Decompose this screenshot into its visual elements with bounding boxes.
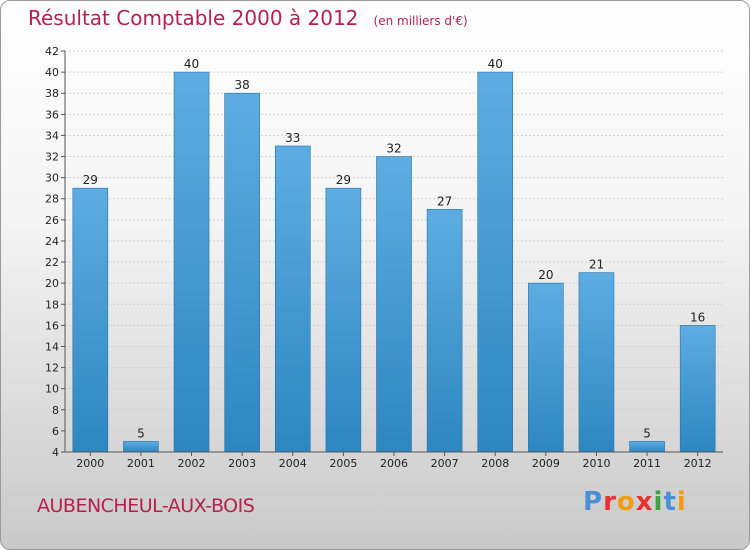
y-tick-label: 18 <box>45 298 59 311</box>
y-tick-label: 42 <box>45 45 59 58</box>
logo-letter: P <box>583 487 604 517</box>
logo-letter: x <box>635 487 654 517</box>
value-label: 29 <box>83 173 98 187</box>
bar-2001 <box>123 441 159 453</box>
logo-letter: o <box>616 487 636 517</box>
value-label: 40 <box>184 57 199 71</box>
y-tick-label: 32 <box>45 151 59 164</box>
logo-letter: i <box>653 487 664 517</box>
x-tick-label: 2006 <box>380 457 408 470</box>
x-tick-label: 2003 <box>228 457 256 470</box>
bar-2004 <box>274 145 311 453</box>
bar-2010 <box>578 272 615 453</box>
y-tick-label: 6 <box>52 425 59 438</box>
labels-layer: 29 5 40 38 33 29 32 27 40 20 21 5 16 <box>83 57 706 440</box>
y-tick-label: 10 <box>45 383 59 396</box>
y-tick-label: 28 <box>45 193 59 206</box>
chart-title-unit: (en milliers d'€) <box>373 14 468 28</box>
x-tick-label: 2007 <box>431 457 459 470</box>
bar-2002 <box>173 71 210 453</box>
y-tick-label: 8 <box>52 404 59 417</box>
chart-title-main: Résultat Comptable 2000 à 2012 <box>28 6 359 30</box>
y-tick-label: 38 <box>45 87 59 100</box>
y-tick-label: 12 <box>45 362 59 375</box>
bar-2012 <box>679 325 716 453</box>
value-label: 27 <box>437 194 452 208</box>
logo-letter: i <box>676 487 687 517</box>
logo-letter: t <box>663 487 677 517</box>
bar-2005 <box>325 187 362 453</box>
bar-2007 <box>426 208 463 453</box>
x-tick-label: 2009 <box>532 457 560 470</box>
y-tick-label: 40 <box>45 66 59 79</box>
x-tick-label: 2011 <box>633 457 661 470</box>
y-tick-label: 14 <box>45 340 59 353</box>
y-tick-label: 20 <box>45 277 59 290</box>
y-tick-label: 30 <box>45 172 59 185</box>
y-tick-label: 16 <box>45 319 59 332</box>
y-tick-label: 36 <box>45 108 59 121</box>
bar-2003 <box>224 92 260 453</box>
x-tick-label: 2012 <box>684 457 712 470</box>
value-label: 33 <box>285 131 300 145</box>
y-tick-label: 24 <box>45 235 59 248</box>
x-tick-label: 2008 <box>481 457 509 470</box>
value-label: 5 <box>137 426 145 440</box>
axis-layer: 4 6 8 10 12 14 16 18 20 22 24 26 28 30 32 34 36 38 40 42 200… <box>45 45 723 470</box>
bars-layer <box>72 71 716 453</box>
bar-2006 <box>376 156 412 453</box>
bar-2009 <box>528 282 564 453</box>
value-label: 32 <box>386 142 401 156</box>
city-name: AUBENCHEUL-AUX-BOIS <box>37 495 255 517</box>
logo-letter: r <box>603 487 617 517</box>
x-tick-label: 2001 <box>127 457 155 470</box>
x-tick-label: 2002 <box>178 457 206 470</box>
bar-2008 <box>477 71 514 453</box>
x-tick-label: 2010 <box>582 457 610 470</box>
y-tick-label: 22 <box>45 256 59 269</box>
chart-title: Résultat Comptable 2000 à 2012 (en milli… <box>28 6 468 30</box>
x-tick-label: 2004 <box>279 457 307 470</box>
value-label: 5 <box>643 426 651 440</box>
x-tick-label: 2005 <box>329 457 357 470</box>
value-label: 20 <box>538 268 553 282</box>
value-label: 21 <box>589 258 604 272</box>
bar-2011 <box>629 441 665 453</box>
value-label: 40 <box>488 57 503 71</box>
y-tick-label: 26 <box>45 214 59 227</box>
y-tick-label: 34 <box>45 129 59 142</box>
value-label: 29 <box>336 173 351 187</box>
y-tick-label: 4 <box>52 446 59 459</box>
proxiti-logo: Proxiti <box>583 487 687 517</box>
value-label: 16 <box>690 310 705 324</box>
x-tick-label: 2000 <box>76 457 104 470</box>
bar-2000 <box>72 187 109 453</box>
value-label: 38 <box>235 78 250 92</box>
